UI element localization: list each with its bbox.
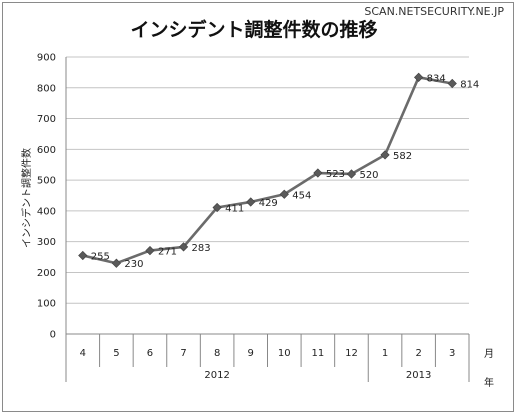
x-tick-label: 8 — [214, 348, 220, 359]
x-tick-label: 5 — [113, 348, 119, 359]
series-line — [82, 76, 453, 265]
data-label: 454 — [292, 190, 311, 201]
chart-frame — [2, 2, 514, 412]
x-tick-label: 9 — [248, 348, 254, 359]
data-label: 429 — [259, 198, 278, 209]
data-label: 523 — [326, 169, 345, 180]
axes — [65, 57, 470, 382]
data-point — [447, 78, 457, 89]
x-tick-label: 7 — [180, 348, 186, 359]
watermark: SCAN.NETSECURITY.NE.JP — [364, 5, 504, 18]
y-tick-label: 900 — [37, 53, 56, 64]
data-label: 814 — [460, 79, 479, 90]
data-point — [313, 168, 323, 178]
data-label: 283 — [192, 243, 211, 254]
data-point — [178, 242, 189, 252]
y-tick-label: 400 — [37, 206, 56, 217]
data-label: 230 — [124, 259, 143, 270]
y-tick-label: 800 — [37, 83, 56, 94]
data-point — [346, 169, 357, 179]
x-axis-year-unit: 年 — [484, 376, 494, 389]
y-axis-title: インシデント調整件数 — [20, 148, 33, 248]
x-tick-label: 4 — [80, 348, 86, 359]
x-axis-month-unit: 月 — [484, 348, 494, 360]
data-label: 255 — [91, 252, 110, 263]
x-tick-label: 12 — [345, 348, 358, 359]
x-year-label: 2012 — [204, 370, 229, 381]
x-tick-label: 6 — [147, 348, 153, 359]
series — [78, 72, 457, 268]
data-label: 582 — [393, 151, 412, 162]
data-point — [414, 72, 424, 82]
data-label: 411 — [225, 204, 244, 215]
data-point — [212, 202, 222, 213]
data-point — [246, 197, 256, 207]
y-tick-label: 0 — [50, 330, 56, 341]
data-point — [145, 245, 155, 256]
data-label: 520 — [359, 170, 378, 181]
data-point — [111, 258, 121, 268]
x-tick-label: 10 — [278, 348, 291, 359]
x-tick-label: 3 — [449, 348, 455, 359]
y-tick-label: 700 — [37, 114, 56, 125]
y-tick-label: 500 — [37, 176, 56, 187]
x-tick-label: 1 — [382, 348, 388, 359]
data-point — [380, 150, 390, 160]
data-point — [279, 189, 289, 199]
y-tick-label: 100 — [37, 299, 56, 310]
y-tick-label: 600 — [37, 145, 56, 156]
y-tick-label: 200 — [37, 268, 56, 279]
data-point — [78, 250, 88, 261]
x-year-label: 2013 — [406, 370, 431, 381]
chart-title: インシデント調整件数の推移 — [130, 18, 377, 41]
x-tick-label: 11 — [312, 348, 325, 359]
x-tick-label: 2 — [415, 348, 421, 359]
data-label: 271 — [158, 247, 177, 258]
y-tick-label: 300 — [37, 237, 56, 248]
data-label: 834 — [427, 73, 446, 84]
